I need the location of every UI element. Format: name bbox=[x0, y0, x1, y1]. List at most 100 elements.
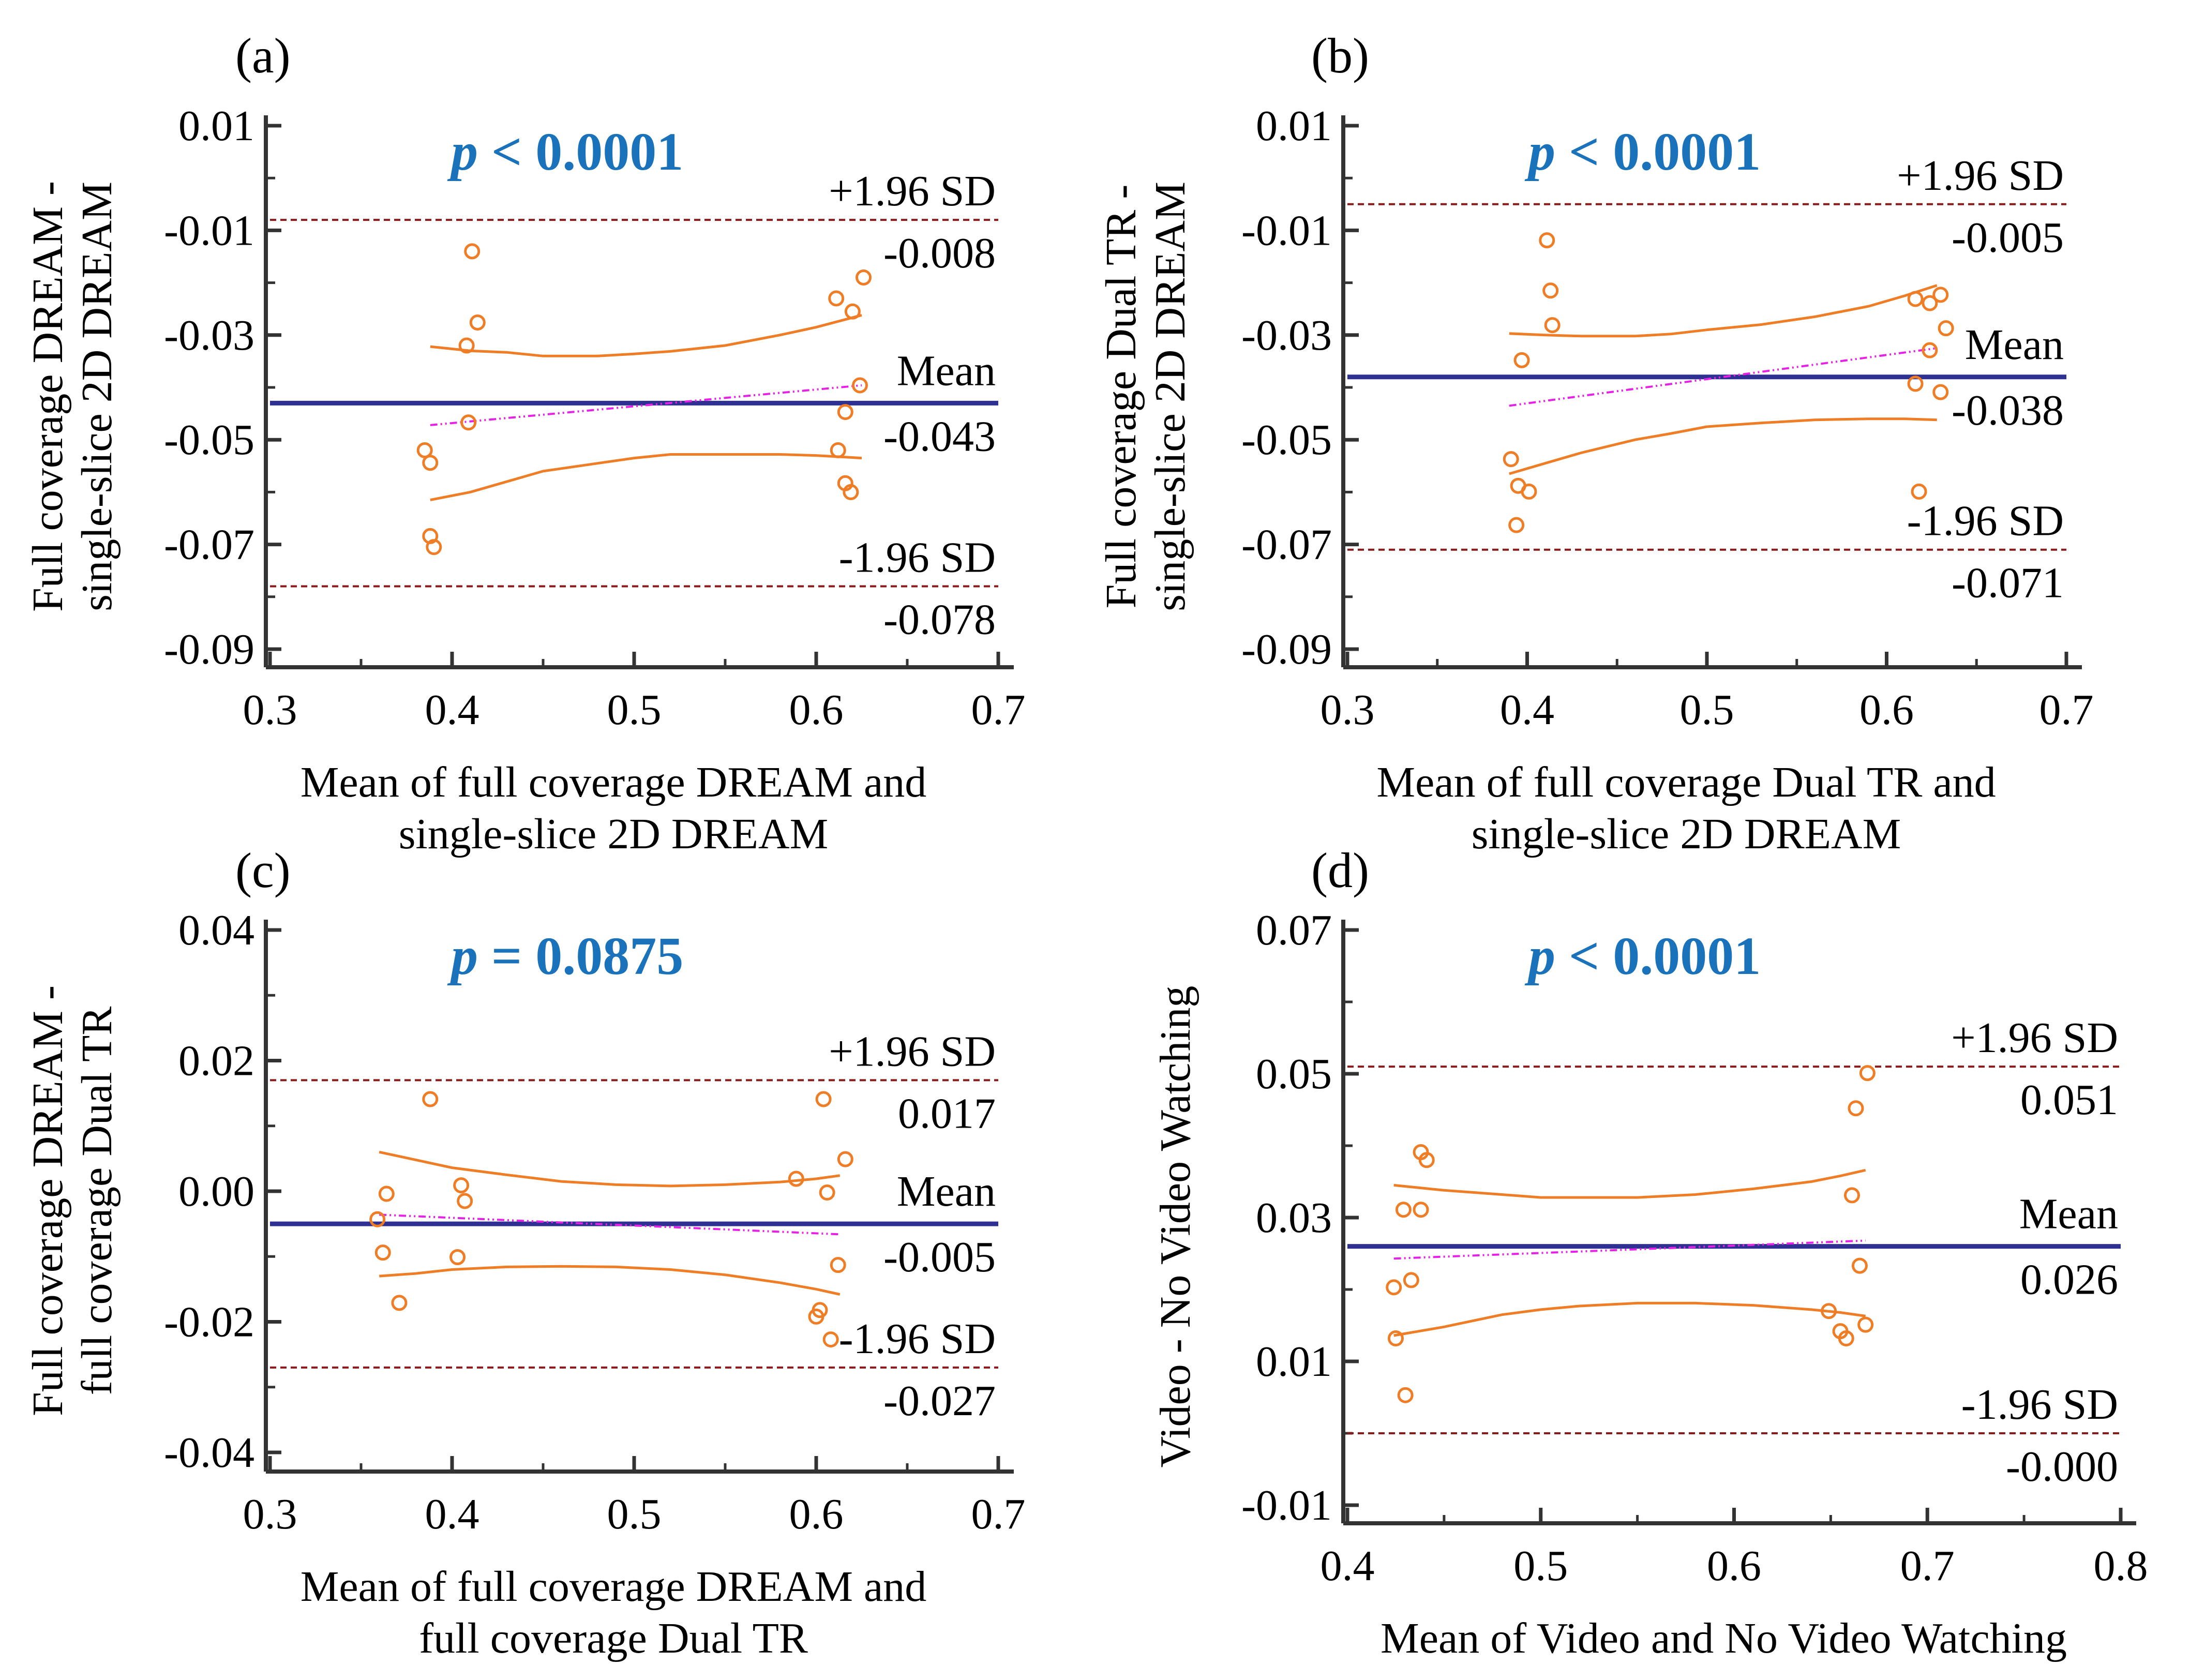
y-tick-label: 0.01 bbox=[178, 102, 254, 150]
y-axis-title: Video - No Video Watching bbox=[1151, 986, 1199, 1468]
mean-label: Mean bbox=[1965, 321, 2064, 369]
mean-label: Mean bbox=[897, 1167, 996, 1216]
y-tick-label: 0.02 bbox=[178, 1037, 254, 1085]
data-point bbox=[822, 1331, 839, 1348]
panel-label: (c) bbox=[235, 843, 291, 898]
y-tick-label: 0.01 bbox=[1256, 102, 1332, 150]
y-tick-label: -0.01 bbox=[1241, 206, 1332, 254]
y-axis-title: single-slice 2D DREAM bbox=[1146, 182, 1194, 611]
ci-lower-curve bbox=[430, 453, 862, 502]
x-tick-label: 0.4 bbox=[1500, 686, 1554, 734]
panel-label: (b) bbox=[1311, 28, 1369, 83]
p-symbol: p bbox=[1524, 122, 1569, 182]
p-value-text: < 0.0001 bbox=[491, 122, 683, 182]
data-point bbox=[457, 1193, 473, 1209]
y-axis-title: full coverage Dual TR bbox=[73, 1007, 121, 1396]
y-tick-label: -0.05 bbox=[1241, 416, 1332, 464]
x-axis-title: Mean of full coverage Dual TR and bbox=[1376, 758, 1996, 806]
x-tick-label: 0.6 bbox=[1859, 686, 1914, 734]
x-tick-label: 0.3 bbox=[1321, 686, 1375, 734]
upper-loa-label: +1.96 SD bbox=[1897, 152, 2064, 200]
data-point bbox=[449, 1249, 466, 1266]
y-tick-label: -0.07 bbox=[1241, 521, 1332, 569]
x-tick-label: 0.5 bbox=[607, 1490, 662, 1538]
mean-value: -0.038 bbox=[1952, 386, 2064, 434]
data-point bbox=[369, 1211, 386, 1227]
data-point bbox=[819, 1184, 835, 1201]
upper-loa-label: +1.96 SD bbox=[1951, 1014, 2118, 1062]
y-tick-label: -0.01 bbox=[164, 206, 254, 254]
x-axis-title: full coverage Dual TR bbox=[419, 1614, 808, 1662]
ci-upper-curve bbox=[379, 1150, 841, 1188]
data-point bbox=[1838, 1330, 1854, 1347]
regression-line bbox=[1393, 1239, 1866, 1260]
x-tick-label: 0.6 bbox=[789, 686, 844, 734]
x-tick-label: 0.4 bbox=[425, 1490, 479, 1538]
data-point bbox=[453, 1177, 470, 1194]
p-symbol: p bbox=[1524, 926, 1569, 986]
mean-value: -0.043 bbox=[883, 412, 996, 460]
data-point bbox=[464, 243, 481, 260]
data-point bbox=[1932, 384, 1949, 400]
y-tick-label: 0.07 bbox=[1256, 906, 1332, 954]
data-point bbox=[828, 290, 845, 307]
p-value-annotation: p = 0.0875 bbox=[447, 926, 683, 986]
x-tick-label: 0.8 bbox=[2094, 1542, 2148, 1590]
x-tick-label: 0.7 bbox=[2039, 686, 2094, 734]
y-tick-label: -0.01 bbox=[1241, 1481, 1332, 1529]
p-value-text: < 0.0001 bbox=[1569, 122, 1761, 182]
y-tick-label: 0.01 bbox=[1256, 1338, 1332, 1386]
y-axis-title: Full coverage DREAM - bbox=[24, 181, 72, 612]
data-point bbox=[1851, 1257, 1868, 1274]
x-tick-label: 0.4 bbox=[1321, 1542, 1375, 1590]
x-tick-label: 0.5 bbox=[1513, 1542, 1568, 1590]
regression-line bbox=[430, 384, 862, 426]
data-point bbox=[830, 1257, 846, 1273]
p-symbol: p bbox=[447, 926, 491, 986]
x-axis-title: Mean of Video and No Video Watching bbox=[1381, 1614, 2067, 1662]
x-tick-label: 0.3 bbox=[243, 1490, 297, 1538]
p-value-annotation: p < 0.0001 bbox=[1524, 122, 1761, 182]
data-point bbox=[458, 337, 475, 354]
x-tick-label: 0.4 bbox=[425, 686, 479, 734]
y-tick-label: -0.04 bbox=[164, 1429, 254, 1477]
data-point bbox=[1513, 352, 1530, 368]
x-tick-label: 0.7 bbox=[971, 1490, 1026, 1538]
x-axis-title: Mean of full coverage DREAM and bbox=[301, 758, 927, 806]
lower-loa-label: -1.96 SD bbox=[839, 1315, 996, 1363]
panel-label: (a) bbox=[235, 28, 291, 83]
x-tick-label: 0.7 bbox=[1900, 1542, 1955, 1590]
y-tick-label: -0.09 bbox=[164, 625, 254, 673]
y-axis-title: Full coverage Dual TR - bbox=[1097, 185, 1145, 609]
lower-loa-label: -1.96 SD bbox=[839, 534, 996, 582]
panel-c: (c) 0.04 0.02 0.00 -0.02 -0.04 0.3 0.4 0.5 0.6 0.7… bbox=[24, 843, 1026, 1662]
data-point bbox=[1508, 517, 1525, 533]
mean-value: 0.026 bbox=[2020, 1256, 2118, 1304]
y-tick-label: 0.04 bbox=[178, 906, 254, 954]
data-point bbox=[844, 303, 861, 320]
y-tick-label: 0.03 bbox=[1256, 1194, 1332, 1242]
p-value-annotation: p < 0.0001 bbox=[1524, 926, 1761, 986]
data-point bbox=[422, 1091, 439, 1107]
x-tick-label: 0.5 bbox=[1680, 686, 1734, 734]
data-point bbox=[460, 414, 477, 431]
y-tick-label: -0.03 bbox=[1241, 311, 1332, 359]
y-axis-title: Full coverage DREAM - bbox=[24, 985, 72, 1416]
x-tick-label: 0.3 bbox=[243, 686, 297, 734]
data-point bbox=[1544, 317, 1561, 334]
data-point bbox=[1386, 1279, 1402, 1296]
ci-upper-curve bbox=[1509, 284, 1938, 338]
data-point bbox=[837, 1151, 853, 1167]
mean-label: Mean bbox=[897, 347, 996, 395]
data-point bbox=[1932, 287, 1949, 303]
data-point bbox=[1539, 232, 1555, 249]
data-point bbox=[837, 404, 853, 421]
data-point bbox=[1848, 1100, 1864, 1117]
ci-upper-curve bbox=[1393, 1168, 1866, 1199]
x-tick-label: 0.6 bbox=[789, 1490, 844, 1538]
y-tick-label: -0.02 bbox=[164, 1298, 254, 1346]
data-point bbox=[1938, 320, 1954, 337]
lower-loa-value: -0.078 bbox=[883, 596, 996, 644]
panel-d: (d) 0.07 0.05 0.03 0.01 -0.01 0.4 0.5 0.6 0.7 0.8 M… bbox=[1151, 843, 2148, 1662]
